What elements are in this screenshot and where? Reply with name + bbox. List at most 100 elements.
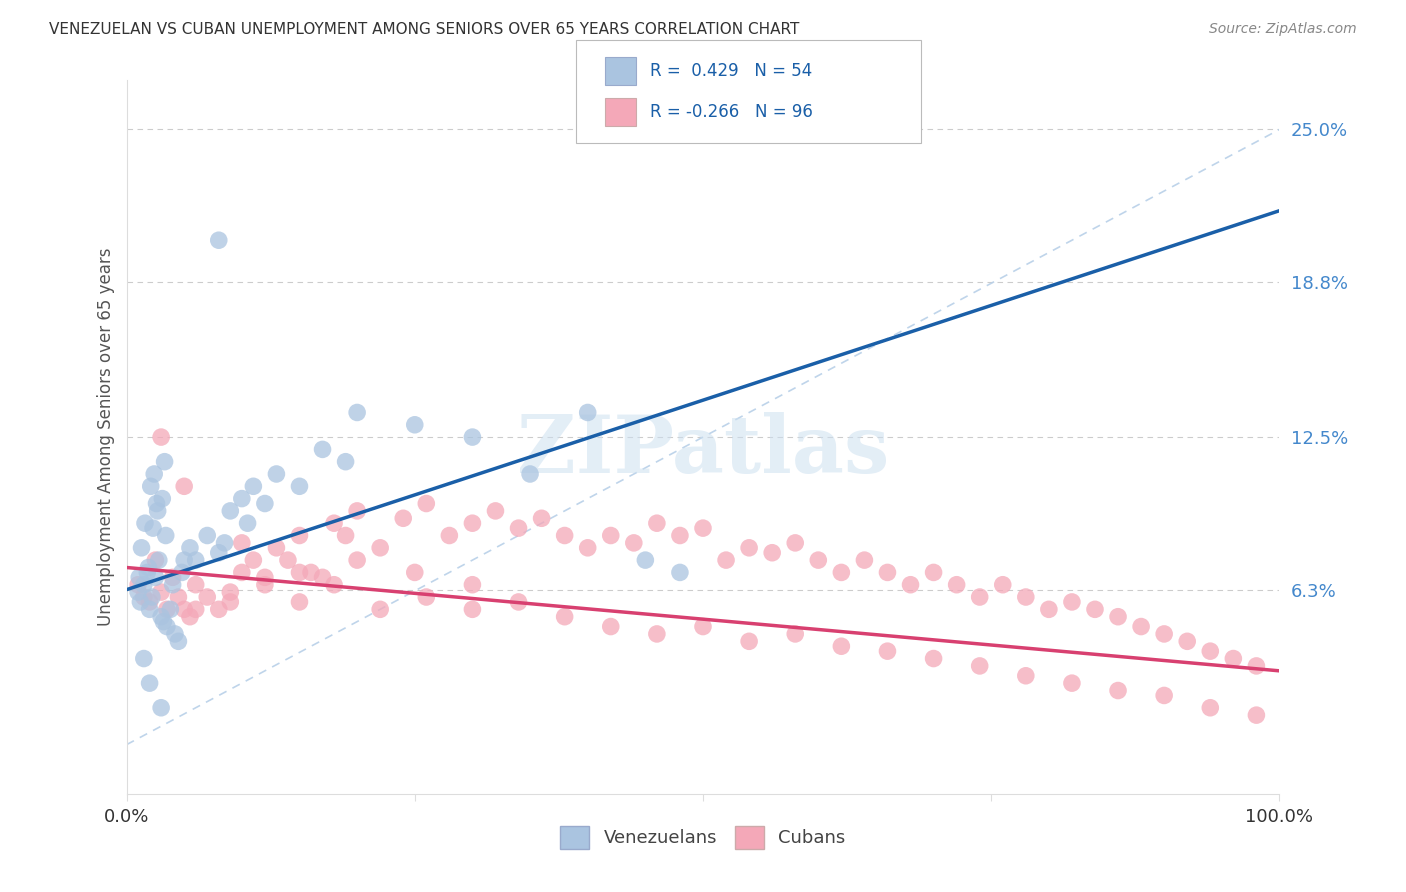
Point xyxy=(138,595,160,609)
Point xyxy=(150,430,173,444)
Point xyxy=(288,566,311,580)
Point xyxy=(141,590,163,604)
Point xyxy=(969,659,991,673)
Point xyxy=(184,602,207,616)
Point xyxy=(163,627,186,641)
Point xyxy=(195,528,218,542)
Text: ZIPatlas: ZIPatlas xyxy=(517,412,889,491)
Text: Source: ZipAtlas.com: Source: ZipAtlas.com xyxy=(1209,22,1357,37)
Point xyxy=(346,405,368,419)
Point xyxy=(576,405,599,419)
Point xyxy=(311,570,333,584)
Point xyxy=(346,504,368,518)
Point xyxy=(785,536,807,550)
Point xyxy=(415,590,437,604)
Point xyxy=(253,578,276,592)
Point xyxy=(335,528,357,542)
Point xyxy=(335,455,357,469)
Point xyxy=(150,585,173,599)
Point xyxy=(277,553,299,567)
Point xyxy=(242,553,264,567)
Point xyxy=(253,570,276,584)
Point xyxy=(253,496,276,510)
Point xyxy=(368,541,391,555)
Point xyxy=(127,585,149,599)
Point xyxy=(508,521,530,535)
Y-axis label: Unemployment Among Seniors over 65 years: Unemployment Among Seniors over 65 years xyxy=(97,248,115,626)
Point xyxy=(167,634,190,648)
Point xyxy=(266,541,288,555)
Point xyxy=(159,602,181,616)
Point xyxy=(876,644,898,658)
Point xyxy=(461,578,484,592)
Point xyxy=(404,566,426,580)
Point xyxy=(127,578,149,592)
Point xyxy=(714,553,737,567)
Point xyxy=(853,553,876,567)
Point xyxy=(139,479,162,493)
Point xyxy=(208,546,231,560)
Point xyxy=(576,541,599,555)
Point xyxy=(219,504,242,518)
Point xyxy=(231,566,253,580)
Point xyxy=(170,566,193,580)
Point xyxy=(162,570,184,584)
Point xyxy=(599,528,621,542)
Point xyxy=(461,516,484,531)
Point xyxy=(1153,627,1175,641)
Point xyxy=(132,590,155,604)
Point xyxy=(554,609,576,624)
Point xyxy=(645,516,668,531)
Point xyxy=(530,511,553,525)
Point xyxy=(131,541,153,555)
Point xyxy=(1246,659,1268,673)
Point xyxy=(145,570,166,584)
Point xyxy=(991,578,1014,592)
Point xyxy=(146,504,169,518)
Point xyxy=(404,417,426,432)
Point xyxy=(1060,595,1083,609)
Point xyxy=(155,528,177,542)
Point xyxy=(132,651,155,665)
Point xyxy=(148,553,170,567)
Point xyxy=(922,651,945,665)
Point xyxy=(346,553,368,567)
Point xyxy=(142,521,165,535)
Point xyxy=(208,602,231,616)
Point xyxy=(184,553,207,567)
Point xyxy=(150,609,173,624)
Point xyxy=(167,590,190,604)
Point xyxy=(288,595,311,609)
Point xyxy=(138,560,160,574)
Point xyxy=(922,566,945,580)
Point xyxy=(669,566,692,580)
Point xyxy=(179,609,201,624)
Point xyxy=(484,504,506,518)
Text: R =  0.429   N = 54: R = 0.429 N = 54 xyxy=(650,62,811,79)
Point xyxy=(145,496,167,510)
Point xyxy=(785,627,807,641)
Point xyxy=(143,467,166,481)
Point xyxy=(153,455,176,469)
Point xyxy=(599,619,621,633)
Point xyxy=(761,546,783,560)
Point xyxy=(830,639,852,653)
Point xyxy=(299,566,322,580)
Point xyxy=(150,491,173,506)
Point xyxy=(136,566,159,580)
Point xyxy=(173,479,195,493)
Point xyxy=(145,553,166,567)
Point xyxy=(214,536,236,550)
Point xyxy=(173,553,195,567)
Point xyxy=(876,566,898,580)
Point xyxy=(152,615,174,629)
Point xyxy=(738,634,761,648)
Point xyxy=(508,595,530,609)
Point xyxy=(208,233,231,247)
Point xyxy=(461,430,484,444)
Text: R = -0.266   N = 96: R = -0.266 N = 96 xyxy=(650,103,813,121)
Point xyxy=(129,595,152,609)
Point xyxy=(156,602,179,616)
Point xyxy=(461,602,484,616)
Point xyxy=(1107,609,1129,624)
